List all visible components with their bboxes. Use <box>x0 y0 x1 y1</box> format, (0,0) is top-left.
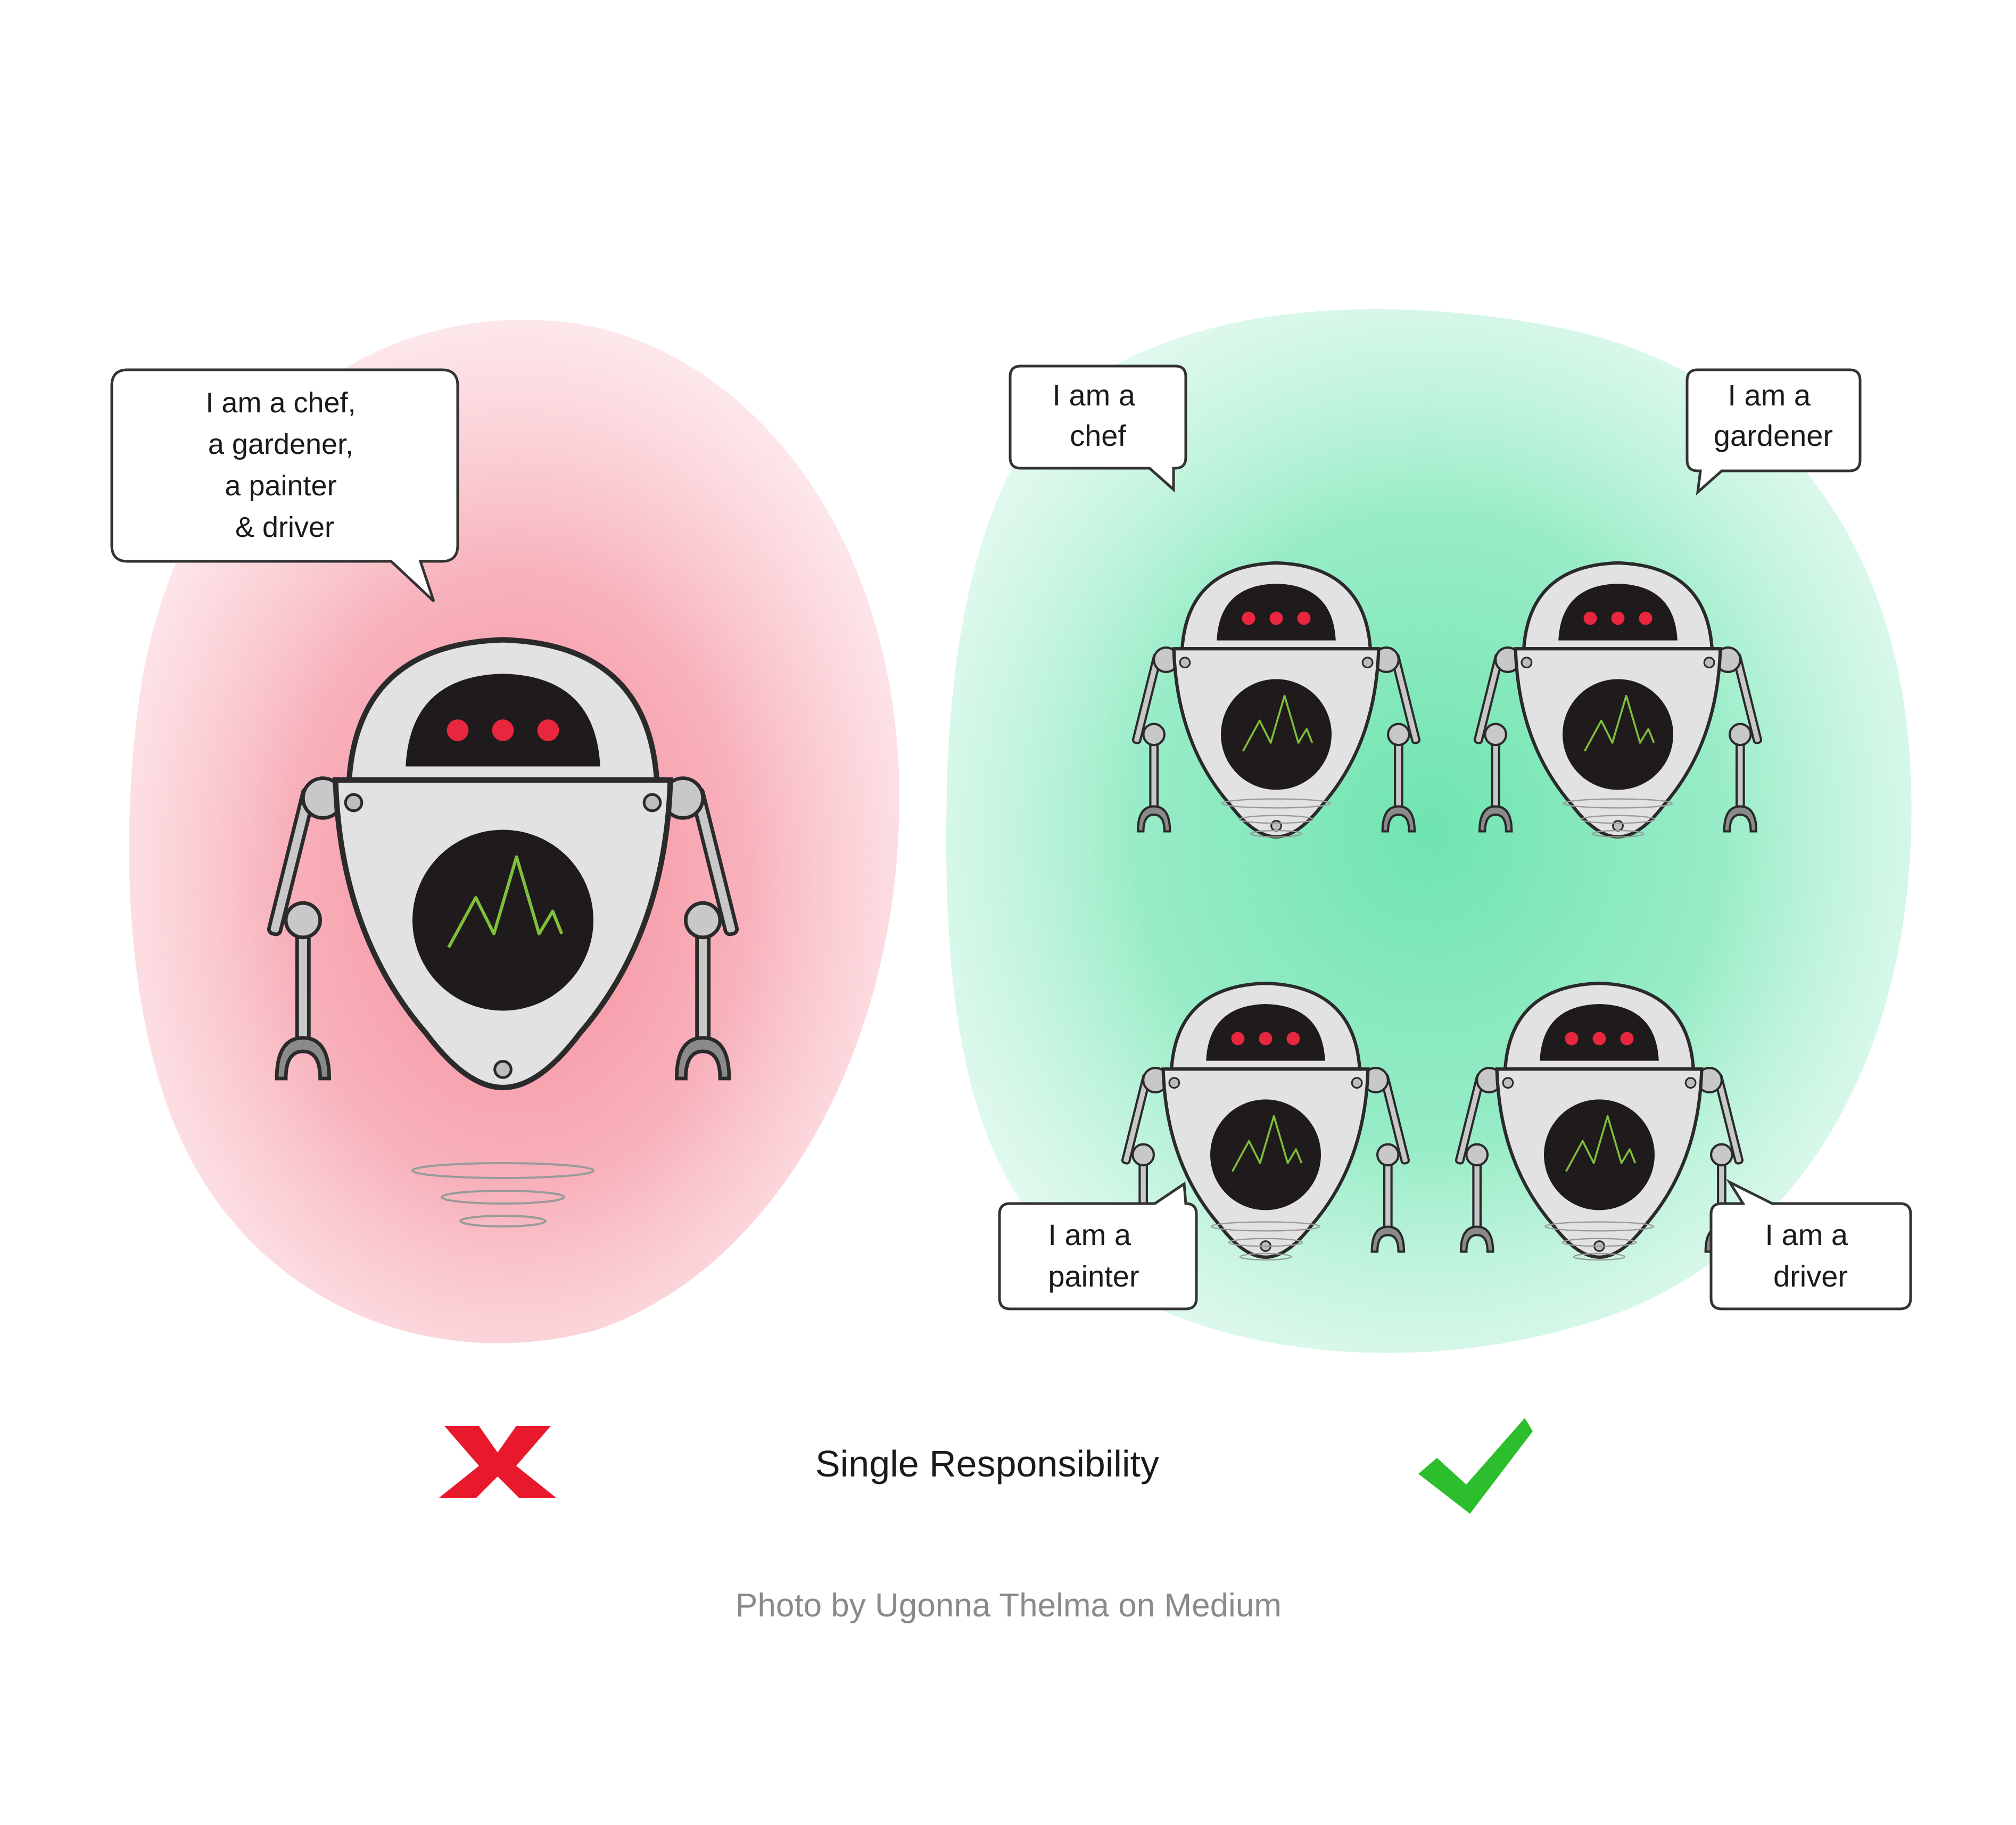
svg-text:I am a driver: I am a driver <box>1765 1218 1856 1293</box>
svg-text:I am a painter: I am a painter <box>1048 1218 1139 1293</box>
check-icon <box>1418 1418 1533 1514</box>
cross-icon <box>439 1426 556 1498</box>
photo-credit-caption: Photo by Ugonna Thelma on Medium <box>736 1587 1282 1624</box>
speech-line: I am a <box>1728 378 1811 412</box>
speech-bubble-chef: I am a chef <box>1009 364 1187 493</box>
speech-line: driver <box>1773 1259 1848 1293</box>
speech-line: I am a <box>1048 1218 1131 1251</box>
speech-bubble-gardener: I am a gardener <box>1685 368 1862 496</box>
svg-text:I am a chef, a gardener,: I am a chef, a gardener, a painter & dri… <box>205 387 363 543</box>
speech-bubble-painter: I am a painter <box>998 1181 1198 1310</box>
speech-line: I am a chef, <box>205 387 356 419</box>
speech-bubble-multi-role: I am a chef, a gardener, a painter & dri… <box>110 368 459 602</box>
speech-line: & driver <box>235 511 334 543</box>
speech-line: I am a <box>1765 1218 1848 1251</box>
svg-text:I am a gardener: I am a gardener <box>1714 378 1833 452</box>
speech-line: a painter <box>225 470 336 502</box>
speech-line: chef <box>1070 419 1126 452</box>
diagram-title: Single Responsibility <box>815 1443 1159 1484</box>
svg-text:I am a chef: I am a chef <box>1052 378 1143 452</box>
speech-bubble-driver: I am a driver <box>1709 1179 1912 1310</box>
speech-line: painter <box>1048 1259 1139 1293</box>
speech-line: a gardener, <box>208 428 353 460</box>
speech-line: I am a <box>1052 378 1135 412</box>
speech-line: gardener <box>1714 419 1833 452</box>
